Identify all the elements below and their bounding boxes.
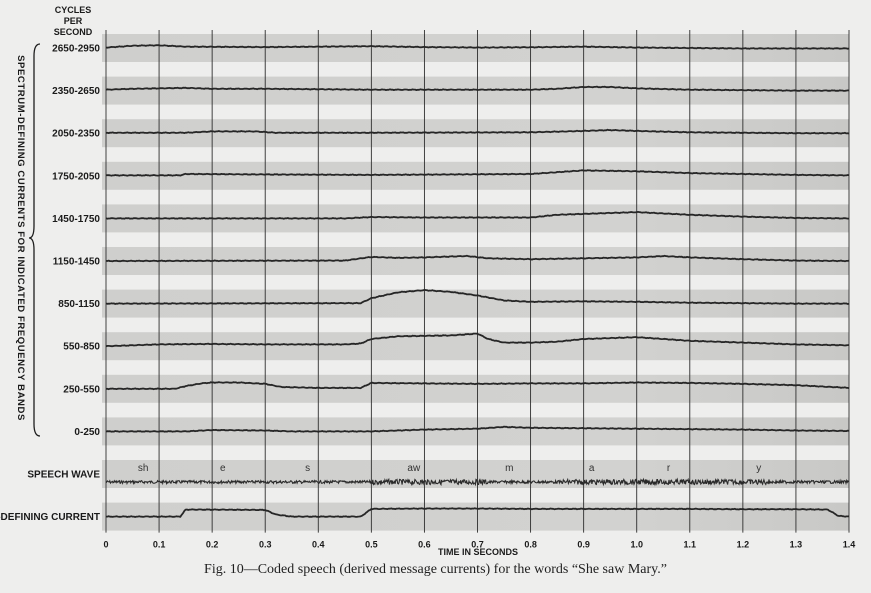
- series-line-850-1150: [105, 288, 850, 305]
- grid-layer: [105, 30, 850, 533]
- x-tick-label-1-4: 1.4: [843, 540, 856, 550]
- row-label-250-550: 250-550: [63, 384, 100, 395]
- strip-550-850: [102, 332, 849, 361]
- series-line-550-850: [105, 332, 850, 348]
- x-tick-label-0-6: 0.6: [418, 540, 431, 550]
- phoneme-label-r: r: [667, 463, 671, 474]
- row-label-2350-2650: 2350-2650: [52, 86, 100, 97]
- labels-layer: CYCLES PER SECOND SPECTRUM-DEFINING CURR…: [0, 5, 855, 557]
- row-label-1450-1750: 1450-1750: [52, 214, 100, 225]
- strip-pitch-defining-current: [102, 502, 849, 531]
- phoneme-label-y: y: [756, 463, 761, 474]
- x-axis-title: TIME IN SECONDS: [438, 547, 518, 557]
- x-tick-label-1-1: 1.1: [684, 540, 697, 550]
- x-tick-label-1-2: 1.2: [737, 540, 750, 550]
- x-tick-label-0-3: 0.3: [259, 540, 272, 550]
- strips-layer: [102, 34, 849, 531]
- series-line-1450-1750: [105, 210, 849, 220]
- strip-1750-2050: [102, 161, 849, 190]
- phoneme-label-e: e: [220, 463, 226, 474]
- side-brace: [28, 43, 41, 437]
- phoneme-label-aw: aw: [407, 463, 421, 474]
- series-line-2650-2950: [105, 44, 850, 50]
- x-tick-label-0-7: 0.7: [471, 540, 484, 550]
- x-tick-label-1-0: 1.0: [630, 540, 643, 550]
- row-label-1150-1450: 1150-1450: [53, 257, 101, 268]
- series-line-1150-1450: [105, 254, 850, 263]
- x-tick-label-0-1: 0.1: [153, 540, 166, 550]
- x-tick-label-0-4: 0.4: [312, 540, 325, 550]
- units-label-line-3: SECOND: [54, 27, 93, 37]
- side-axis-label: SPECTRUM-DEFINING CURRENTS FOR INDICATED…: [15, 55, 26, 421]
- row-label-1750-2050: 1750-2050: [52, 171, 100, 182]
- x-tick-label-0-8: 0.8: [524, 540, 537, 550]
- row-label-2650-2950: 2650-2950: [52, 44, 100, 55]
- phoneme-label-s: s: [305, 463, 310, 474]
- units-label-line-1: CYCLES: [55, 5, 92, 15]
- phoneme-label-sh: sh: [138, 463, 149, 474]
- series-line-1750-2050: [105, 169, 850, 177]
- row-label-850-1150: 850-1150: [58, 299, 100, 310]
- row-label-pitch-defining-current: PITCH-DEFINING CURRENT: [0, 512, 100, 523]
- row-label-0-250: 0-250: [74, 427, 100, 438]
- x-tick-label-0-5: 0.5: [365, 540, 378, 550]
- phoneme-label-m: m: [505, 463, 513, 474]
- figure-caption: Fig. 10—Coded speech (derived message cu…: [204, 562, 667, 577]
- series-line-0-250: [105, 425, 850, 433]
- x-tick-label-0-9: 0.9: [577, 540, 590, 550]
- units-label-line-2: PER: [64, 16, 83, 26]
- x-tick-label-0: 0: [103, 540, 108, 550]
- lines-layer: [105, 44, 850, 518]
- row-label-550-850: 550-850: [63, 342, 100, 353]
- speech-wave-line: [105, 477, 850, 487]
- series-line-2050-2350: [105, 128, 850, 135]
- series-line-pitch-defining-current: [106, 507, 850, 518]
- x-tick-label-0-2: 0.2: [206, 540, 219, 550]
- row-label-speech-wave: SPEECH WAVE: [27, 470, 100, 481]
- strip-250-550: [102, 374, 849, 403]
- strip-0-250: [102, 417, 849, 446]
- x-tick-label-1-3: 1.3: [790, 540, 803, 550]
- series-line-2350-2650: [105, 85, 849, 92]
- row-label-2050-2350: 2050-2350: [52, 129, 100, 140]
- series-line-250-550: [105, 381, 850, 391]
- phoneme-label-a: a: [589, 463, 595, 474]
